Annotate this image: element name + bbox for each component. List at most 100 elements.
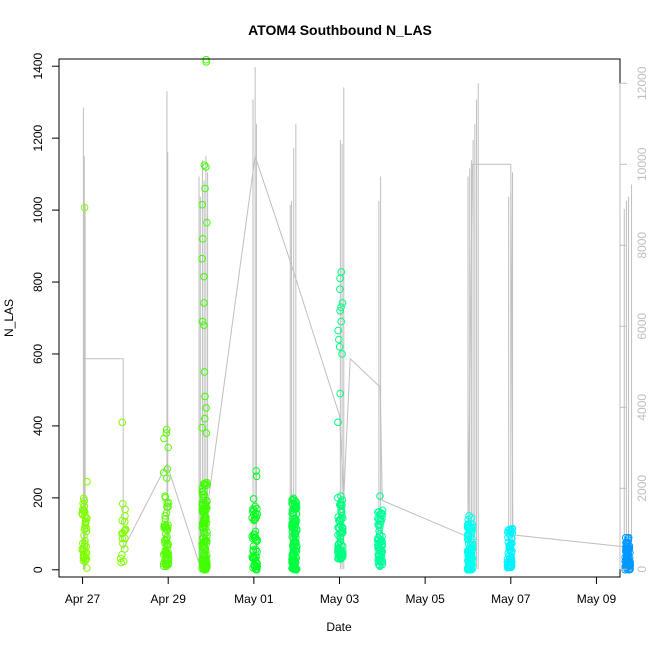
data-point [290, 525, 299, 534]
data-point [376, 545, 385, 553]
data-point [248, 532, 256, 541]
data-point [120, 527, 129, 535]
data-point [335, 335, 343, 344]
data-point [162, 554, 171, 563]
data-point [251, 556, 260, 564]
x-axis-label: Date [326, 620, 352, 634]
data-point [198, 423, 206, 432]
data-point [202, 513, 210, 521]
data-point [118, 550, 126, 559]
data-point [79, 499, 87, 508]
data-point [292, 510, 301, 518]
data-point [163, 540, 171, 549]
data-point [290, 537, 299, 546]
y-tick-label: 0 [31, 566, 45, 573]
data-point [464, 515, 473, 524]
data-point [507, 558, 516, 567]
data-point [466, 560, 474, 568]
data-point [201, 547, 210, 555]
y-tick-label: 400 [31, 416, 45, 436]
data-point [199, 496, 208, 505]
data-point [200, 321, 208, 329]
data-point [334, 418, 342, 427]
data-point [505, 551, 513, 560]
data-point [288, 509, 297, 518]
data-point [198, 200, 207, 209]
data-point [376, 562, 384, 570]
data-point [375, 527, 383, 535]
data-point [200, 521, 209, 530]
data-point [337, 303, 345, 312]
data-point [163, 503, 171, 511]
data-point [121, 526, 129, 534]
x-axis: Apr 27 Apr 29 May 01 May 03 May 05 May 07 May … [65, 576, 616, 606]
data-point [164, 521, 172, 530]
data-point [80, 539, 89, 548]
data-point [161, 529, 170, 538]
data-point [467, 549, 476, 557]
data-point [293, 542, 301, 550]
data-point [201, 544, 209, 553]
data-point [252, 513, 261, 521]
data-point [202, 163, 210, 171]
data-point [201, 184, 209, 193]
data-point [121, 505, 129, 514]
data-point [161, 515, 170, 523]
data-point [249, 564, 257, 572]
data-point [468, 558, 476, 566]
data-point [507, 562, 516, 571]
x-tick-label: Apr 27 [65, 592, 101, 606]
data-point [203, 528, 211, 537]
data-point [290, 514, 298, 523]
y2-tick-label: 8000 [635, 232, 649, 259]
data-point [289, 495, 297, 504]
data-point [377, 509, 386, 518]
y-tick-label: 1400 [31, 53, 45, 80]
data-point [82, 564, 91, 572]
data-point [248, 507, 257, 516]
y2-tick-label: 10000 [635, 147, 649, 181]
y-axis-label: N_LAS [2, 299, 16, 337]
data-point [200, 299, 208, 307]
data-point [121, 545, 129, 553]
data-point [336, 534, 345, 543]
data-point [253, 547, 261, 556]
data-point [253, 536, 262, 544]
data-point [83, 477, 91, 486]
data-point [337, 507, 345, 516]
data-point [335, 516, 343, 525]
y2-tick-label: 2000 [635, 475, 649, 502]
y2-tick-label: 4000 [635, 394, 649, 421]
data-point [252, 467, 260, 475]
data-point [198, 317, 207, 326]
data-point [79, 506, 88, 515]
y2-tick-label: 0 [635, 566, 649, 573]
primary-series-points [78, 55, 634, 574]
data-point [375, 546, 384, 554]
data-point [505, 543, 514, 551]
data-point [80, 531, 88, 540]
data-point [375, 550, 383, 558]
y2-tick-label: 6000 [635, 313, 649, 340]
data-point [288, 506, 297, 514]
data-point [252, 472, 261, 481]
y-tick-label: 1000 [31, 196, 45, 223]
data-point [200, 545, 208, 553]
data-point [199, 490, 207, 499]
data-point [249, 546, 258, 554]
data-point [291, 530, 300, 538]
data-point [336, 551, 345, 559]
data-point [374, 560, 383, 569]
data-point [81, 537, 89, 545]
data-point [199, 235, 207, 243]
data-point [120, 534, 129, 543]
data-point [201, 392, 209, 401]
y-tick-label: 1200 [31, 124, 45, 151]
data-point [507, 534, 516, 543]
data-point [335, 342, 344, 351]
data-point [508, 525, 516, 533]
data-point [334, 326, 342, 335]
data-point [81, 517, 90, 526]
y-axis: 0 200 400 600 800 1000 1200 1400 [31, 53, 60, 573]
data-point [118, 534, 127, 543]
